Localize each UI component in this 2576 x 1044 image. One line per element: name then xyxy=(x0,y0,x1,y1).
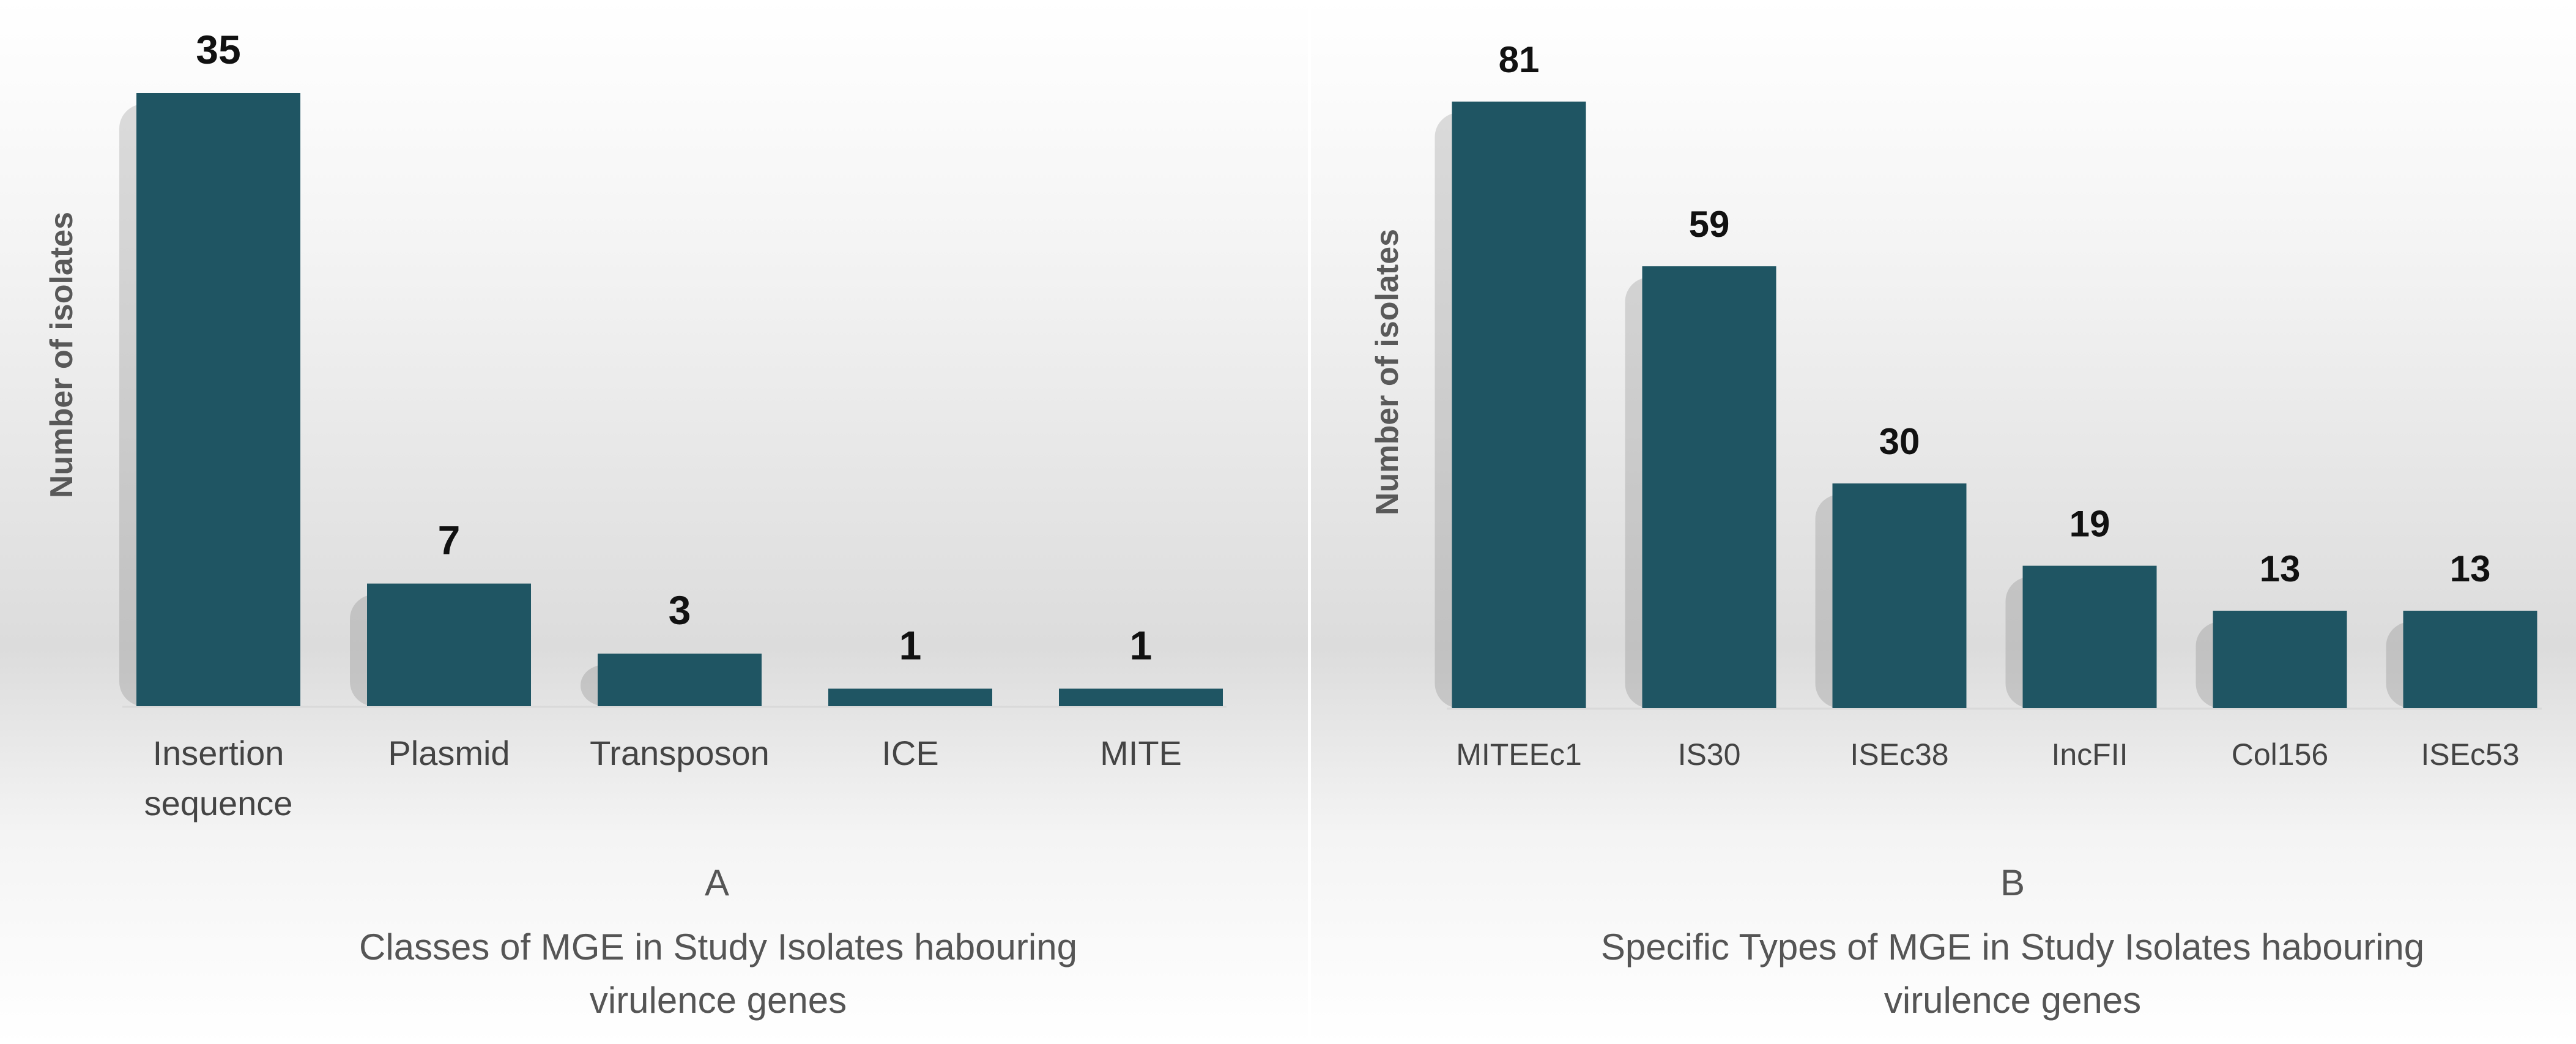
x-tick-label-b-isec53: ISEc53 xyxy=(2421,737,2519,772)
panel-caption-a: Classes of MGE in Study Isolates habouri… xyxy=(359,927,1077,1021)
panel-letter-b: B xyxy=(2000,862,2025,903)
bar-a-ice xyxy=(828,688,992,706)
bar-b-isec38 xyxy=(1832,483,1967,708)
bar-b-miteec1 xyxy=(1452,102,1586,708)
panel-caption-b: Specific Types of MGE in Study Isolates … xyxy=(1601,927,2424,1021)
bar-a-plasmid xyxy=(367,583,531,706)
panel-divider xyxy=(1308,0,1311,1044)
x-tick-label-a-transposon: Transposon xyxy=(590,734,770,772)
bar-a-transposon xyxy=(598,654,762,706)
value-label-b-col156: 13 xyxy=(2260,548,2301,589)
chart-panel-b: Number of isolates 81 MITEEc1 59 IS30 30 ISEc3… xyxy=(1370,39,2542,1021)
value-label-a-ice: 1 xyxy=(899,622,922,668)
x-tick-label-b-col156: Col156 xyxy=(2232,737,2328,772)
value-label-a-transposon: 3 xyxy=(669,587,691,633)
x-tick-label-a-mite: MITE xyxy=(1100,734,1182,772)
bar-b-is30 xyxy=(1642,266,1776,708)
bar-b-isec53 xyxy=(2403,610,2537,708)
x-tick-label-b-miteec1: MITEEc1 xyxy=(1456,737,1582,772)
value-label-b-incfii: 19 xyxy=(2069,504,2110,545)
x-tick-label-b-isec38: ISEc38 xyxy=(1850,737,1948,772)
value-label-a-mite: 1 xyxy=(1130,622,1153,668)
panel-letter-a: A xyxy=(705,862,729,903)
value-label-b-miteec1: 81 xyxy=(1499,39,1540,80)
x-tick-label-a-insertion-sequence: Insertion sequence xyxy=(144,734,293,822)
value-label-b-is30: 59 xyxy=(1689,204,1730,245)
bar-a-insertion-sequence xyxy=(136,93,300,706)
y-axis-label-b: Number of isolates xyxy=(1370,229,1405,515)
value-label-a-plasmid: 7 xyxy=(438,518,461,563)
x-tick-label-a-ice: ICE xyxy=(882,734,938,772)
y-axis-label-a: Number of isolates xyxy=(44,212,80,498)
value-label-b-isec38: 30 xyxy=(1879,421,1920,462)
bar-a-mite xyxy=(1059,688,1223,706)
bar-b-incfii xyxy=(2022,565,2157,708)
value-label-b-isec53: 13 xyxy=(2450,548,2491,589)
chart-panel-a: Number of isolates 35 Insertion sequence 7 Pl… xyxy=(44,27,1227,1021)
x-tick-label-b-is30: IS30 xyxy=(1678,737,1741,772)
x-tick-label-a-plasmid: Plasmid xyxy=(388,734,510,772)
value-label-a-insertion-sequence: 35 xyxy=(196,27,240,72)
bar-b-col156 xyxy=(2213,610,2347,708)
x-tick-label-b-incfii: IncFII xyxy=(2051,737,2128,772)
